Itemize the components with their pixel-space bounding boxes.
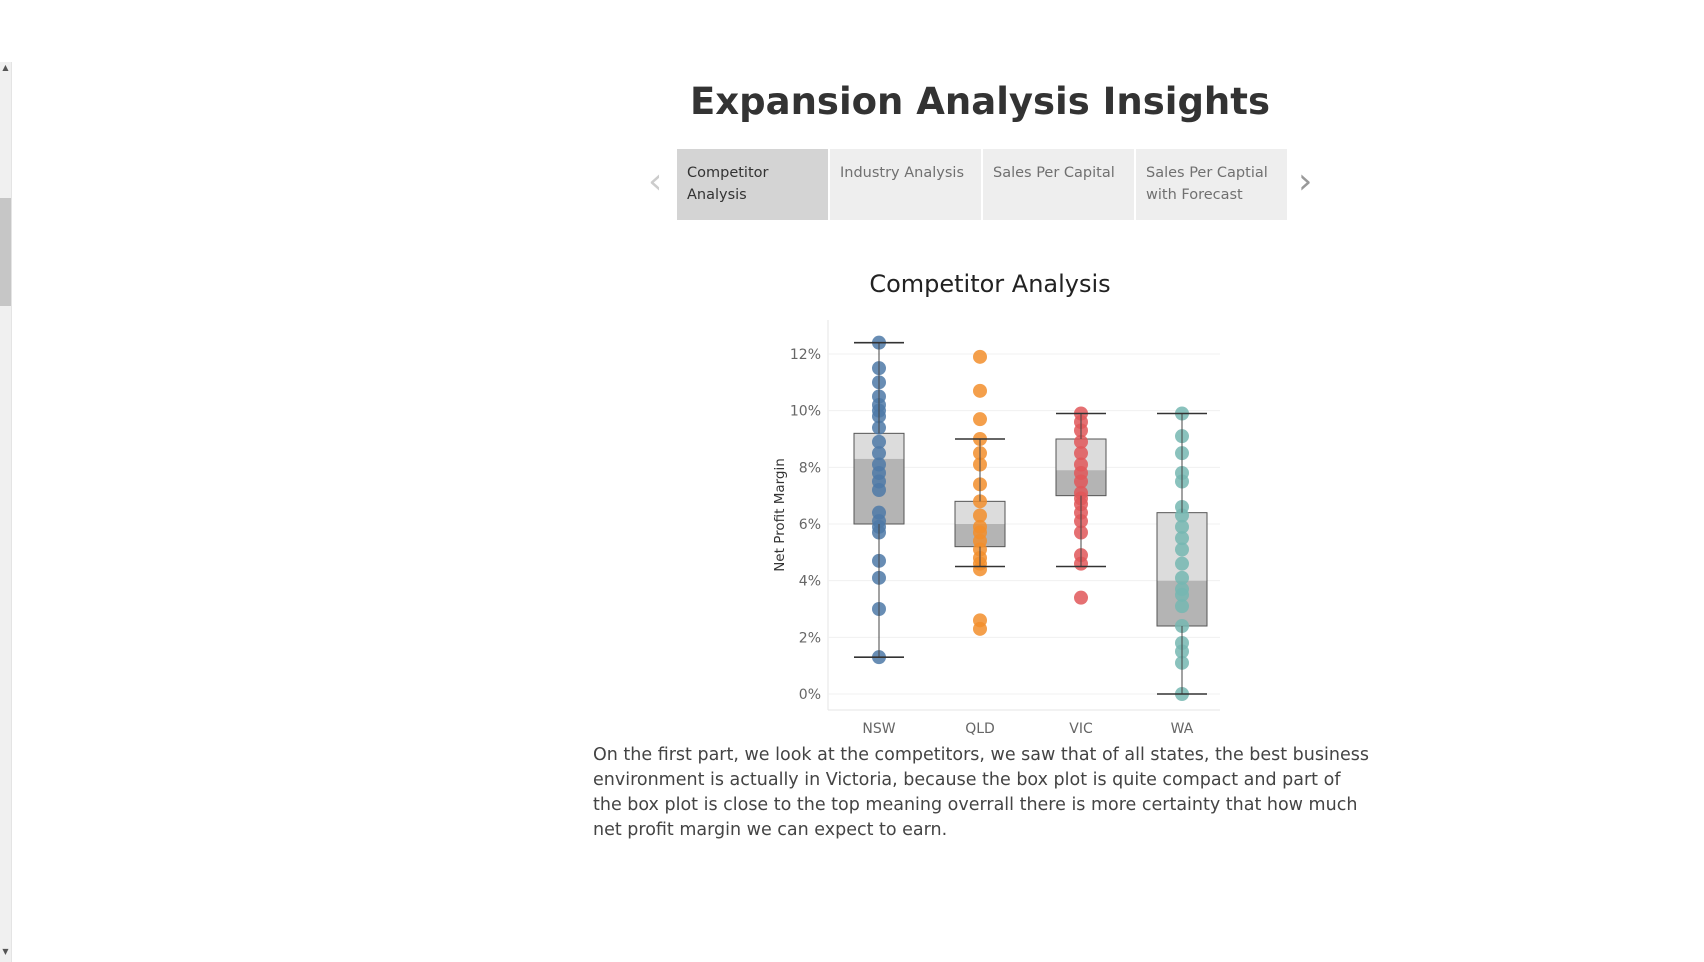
data-point-nsw [872, 434, 886, 449]
previous-point-icon[interactable]: ‹ [648, 161, 663, 202]
data-point-wa [1175, 599, 1189, 614]
data-point-qld [973, 349, 987, 364]
data-point-wa [1175, 556, 1189, 571]
y-tick-label: 4% [799, 574, 821, 590]
data-point-nsw [872, 446, 886, 461]
story-title: Expansion Analysis Insights [690, 80, 1270, 123]
x-tick-label-qld: QLD [965, 721, 995, 735]
data-point-wa [1175, 508, 1189, 523]
data-point-nsw [872, 483, 886, 497]
y-tick-label: 10% [790, 404, 821, 420]
whiskers [854, 341, 1207, 695]
x-tick-label-vic: VIC [1069, 721, 1093, 735]
data-point-vic [1074, 590, 1088, 605]
tab-sales-per-capital[interactable]: Sales Per Capital [983, 149, 1134, 220]
tab-competitor-analysis[interactable]: Competitor Analysis [677, 149, 828, 220]
data-point-vic [1074, 474, 1088, 489]
data-point-vic [1074, 446, 1088, 461]
tab-industry-analysis[interactable]: Industry Analysis [830, 149, 981, 220]
data-point-wa [1175, 542, 1189, 557]
x-axis-ticks: NSW QLD VIC WA [862, 721, 1193, 735]
story-navigator: Competitor Analysis Industry Analysis Sa… [677, 149, 1287, 220]
data-point-wa [1175, 531, 1189, 546]
data-point-vic [1074, 434, 1088, 449]
y-tick-label: 8% [799, 460, 821, 476]
data-point-qld [973, 412, 987, 427]
next-point-icon[interactable]: › [1298, 161, 1313, 202]
box-plots [853, 432, 1208, 627]
data-point-qld [973, 383, 987, 398]
story-caption: On the first part, we look at the compet… [593, 745, 1369, 840]
chart-title: Competitor Analysis [869, 270, 1111, 298]
x-tick-label-wa: WA [1171, 721, 1194, 735]
scrollbar-thumb[interactable] [0, 198, 11, 306]
box-plot-chart: 0% 2% 4% 6% 8% 10% 12% NSW QLD VIC WA Net Profit … [772, 320, 1220, 735]
tab-sales-per-captial-with-forecast[interactable]: Sales Per Captial with Forecast [1136, 149, 1287, 220]
data-point-wa [1175, 519, 1189, 534]
x-tick-label-nsw: NSW [862, 721, 895, 735]
y-tick-label: 6% [799, 517, 821, 533]
vertical-scrollbar[interactable]: ▲ ▼ [0, 62, 12, 962]
data-point-qld [973, 621, 987, 636]
y-tick-label: 0% [799, 687, 821, 703]
data-point-qld [973, 508, 987, 523]
scroll-up-icon[interactable]: ▲ [2, 63, 9, 72]
y-tick-label: 12% [790, 347, 821, 363]
y-tick-label: 2% [799, 630, 821, 646]
y-axis-ticks: 0% 2% 4% 6% 8% 10% 12% [790, 347, 821, 703]
data-point-wa [1175, 570, 1189, 585]
data-points [872, 335, 1189, 701]
data-point-wa [1175, 587, 1189, 602]
scroll-down-icon[interactable]: ▼ [2, 947, 9, 956]
y-axis-label: Net Profit Margin [772, 458, 788, 572]
